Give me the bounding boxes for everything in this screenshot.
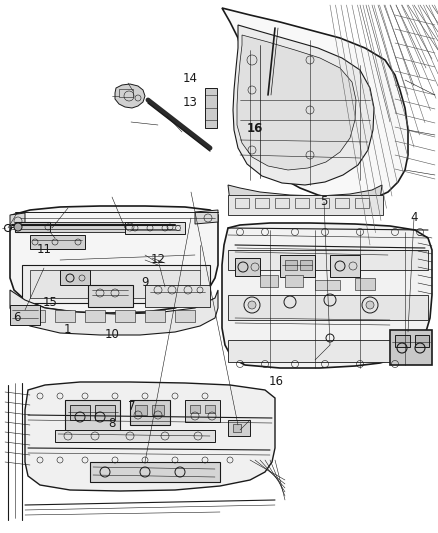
Bar [145, 285, 210, 307]
Text: 9: 9 [141, 276, 148, 289]
Bar [355, 278, 375, 290]
Bar [205, 88, 217, 128]
Bar [228, 250, 428, 270]
Bar [175, 310, 195, 322]
Bar [185, 400, 220, 422]
Bar [10, 305, 40, 325]
Polygon shape [115, 84, 145, 108]
Bar [22, 265, 210, 303]
Bar [228, 295, 428, 320]
Text: 12: 12 [150, 253, 165, 266]
Bar [228, 420, 250, 436]
Bar [190, 405, 200, 413]
Text: 15: 15 [43, 296, 58, 309]
Bar [50, 222, 130, 232]
Text: 14: 14 [183, 72, 198, 85]
Text: 4: 4 [410, 211, 418, 224]
Bar [228, 340, 428, 362]
Bar [255, 198, 269, 208]
Text: 6: 6 [13, 311, 21, 324]
Bar [95, 405, 115, 420]
Text: 1: 1 [64, 323, 72, 336]
Bar [85, 310, 105, 322]
Polygon shape [10, 206, 218, 313]
Bar [15, 222, 50, 232]
Bar [355, 198, 369, 208]
Bar [145, 310, 165, 322]
Bar [235, 198, 249, 208]
Bar [30, 270, 200, 298]
Bar [130, 400, 170, 425]
Bar [285, 275, 303, 287]
Bar [152, 405, 164, 415]
Bar [90, 462, 220, 482]
Polygon shape [233, 25, 374, 185]
Polygon shape [228, 185, 382, 210]
Bar [65, 400, 120, 440]
Bar [260, 275, 278, 287]
Text: 5: 5 [321, 195, 328, 208]
Bar [390, 330, 432, 365]
Text: 13: 13 [183, 96, 198, 109]
Polygon shape [195, 210, 218, 224]
Bar [415, 335, 429, 347]
Polygon shape [25, 382, 275, 491]
Bar [55, 430, 215, 442]
Bar [300, 260, 312, 270]
Bar [335, 198, 349, 208]
Bar [25, 310, 45, 322]
Text: 16: 16 [247, 122, 263, 134]
Polygon shape [10, 213, 25, 228]
Bar [125, 222, 185, 234]
Bar [275, 198, 289, 208]
Bar [135, 405, 147, 415]
Bar [235, 258, 260, 276]
Bar [280, 255, 315, 277]
Text: 8: 8 [108, 417, 115, 430]
Text: 7: 7 [127, 400, 135, 413]
Bar [395, 335, 410, 347]
Bar [70, 405, 90, 420]
Bar [315, 198, 329, 208]
Text: 11: 11 [36, 243, 51, 256]
Bar [30, 235, 85, 249]
Text: 16: 16 [268, 375, 283, 388]
Bar [233, 424, 241, 432]
Bar [88, 285, 133, 307]
Text: 10: 10 [104, 328, 119, 341]
Bar [330, 255, 360, 277]
Bar [119, 89, 133, 97]
Bar [60, 270, 90, 285]
Polygon shape [10, 290, 218, 335]
Bar [315, 280, 340, 290]
Bar [205, 405, 215, 413]
Bar [228, 195, 383, 215]
Bar [115, 310, 135, 322]
Bar [55, 310, 75, 322]
Bar [285, 260, 297, 270]
Bar [295, 198, 309, 208]
Polygon shape [222, 223, 432, 368]
Circle shape [14, 223, 22, 231]
Polygon shape [237, 35, 356, 170]
Polygon shape [222, 8, 408, 202]
Circle shape [248, 301, 256, 309]
Circle shape [366, 301, 374, 309]
